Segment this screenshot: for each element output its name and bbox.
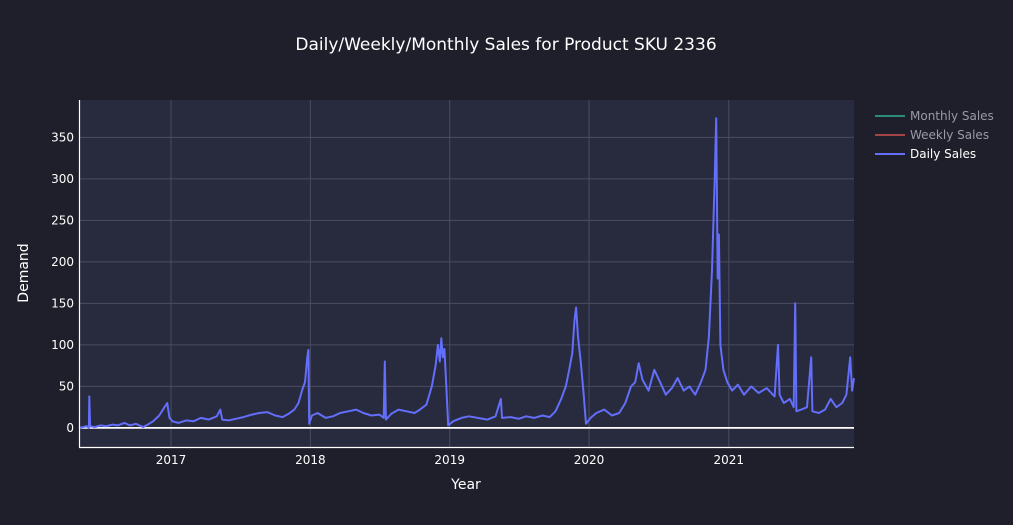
y-tick-label: 300 (51, 172, 74, 186)
legend-label: Monthly Sales (910, 109, 994, 123)
y-axis-ticks: 0 50 100 150 200 250 300 350 (51, 130, 74, 435)
y-axis-title: Demand (16, 243, 32, 302)
y-tick-label: 0 (66, 421, 74, 435)
y-tick-label: 100 (51, 338, 74, 352)
grid-lines (79, 100, 854, 447)
chart-title: Daily/Weekly/Monthly Sales for Product S… (295, 35, 716, 55)
y-tick-label: 150 (51, 296, 74, 310)
x-tick-label: 2018 (295, 453, 326, 467)
series-lines (78, 117, 855, 429)
y-tick-label: 250 (51, 213, 74, 227)
series-line-daily-sales (78, 117, 855, 429)
x-axis-ticks: 2017 2018 2019 2020 2021 (156, 453, 744, 467)
x-tick-label: 2019 (434, 453, 465, 467)
x-tick-label: 2020 (574, 453, 605, 467)
legend-label: Weekly Sales (910, 128, 989, 142)
plot-area (79, 100, 854, 447)
x-axis-title: Year (450, 477, 481, 493)
y-tick-label: 50 (59, 379, 74, 393)
y-tick-label: 200 (51, 255, 74, 269)
legend-item[interactable]: Daily Sales (875, 147, 976, 161)
x-tick-label: 2017 (156, 453, 187, 467)
y-tick-label: 350 (51, 130, 74, 144)
legend-item[interactable]: Weekly Sales (875, 128, 989, 142)
legend-label: Daily Sales (910, 147, 976, 161)
x-tick-label: 2021 (714, 453, 745, 467)
legend: Monthly Sales Weekly Sales Daily Sales (875, 109, 994, 161)
legend-item[interactable]: Monthly Sales (875, 109, 994, 123)
